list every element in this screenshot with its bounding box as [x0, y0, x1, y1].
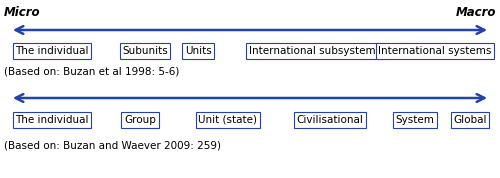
Text: Macro: Macro: [456, 6, 496, 19]
Text: Group: Group: [124, 115, 156, 125]
Text: The individual: The individual: [15, 115, 89, 125]
Text: (Based on: Buzan et al 1998: 5-6): (Based on: Buzan et al 1998: 5-6): [4, 67, 180, 77]
Text: System: System: [396, 115, 434, 125]
Text: Unit (state): Unit (state): [198, 115, 258, 125]
Text: International systems: International systems: [378, 46, 492, 56]
Text: (Based on: Buzan and Waever 2009: 259): (Based on: Buzan and Waever 2009: 259): [4, 140, 221, 150]
Text: Subunits: Subunits: [122, 46, 168, 56]
Text: The individual: The individual: [15, 46, 89, 56]
Text: Micro: Micro: [4, 6, 41, 19]
Text: Global: Global: [453, 115, 487, 125]
Text: Units: Units: [184, 46, 212, 56]
Text: International subsystems: International subsystems: [249, 46, 381, 56]
Text: Civilisational: Civilisational: [296, 115, 364, 125]
